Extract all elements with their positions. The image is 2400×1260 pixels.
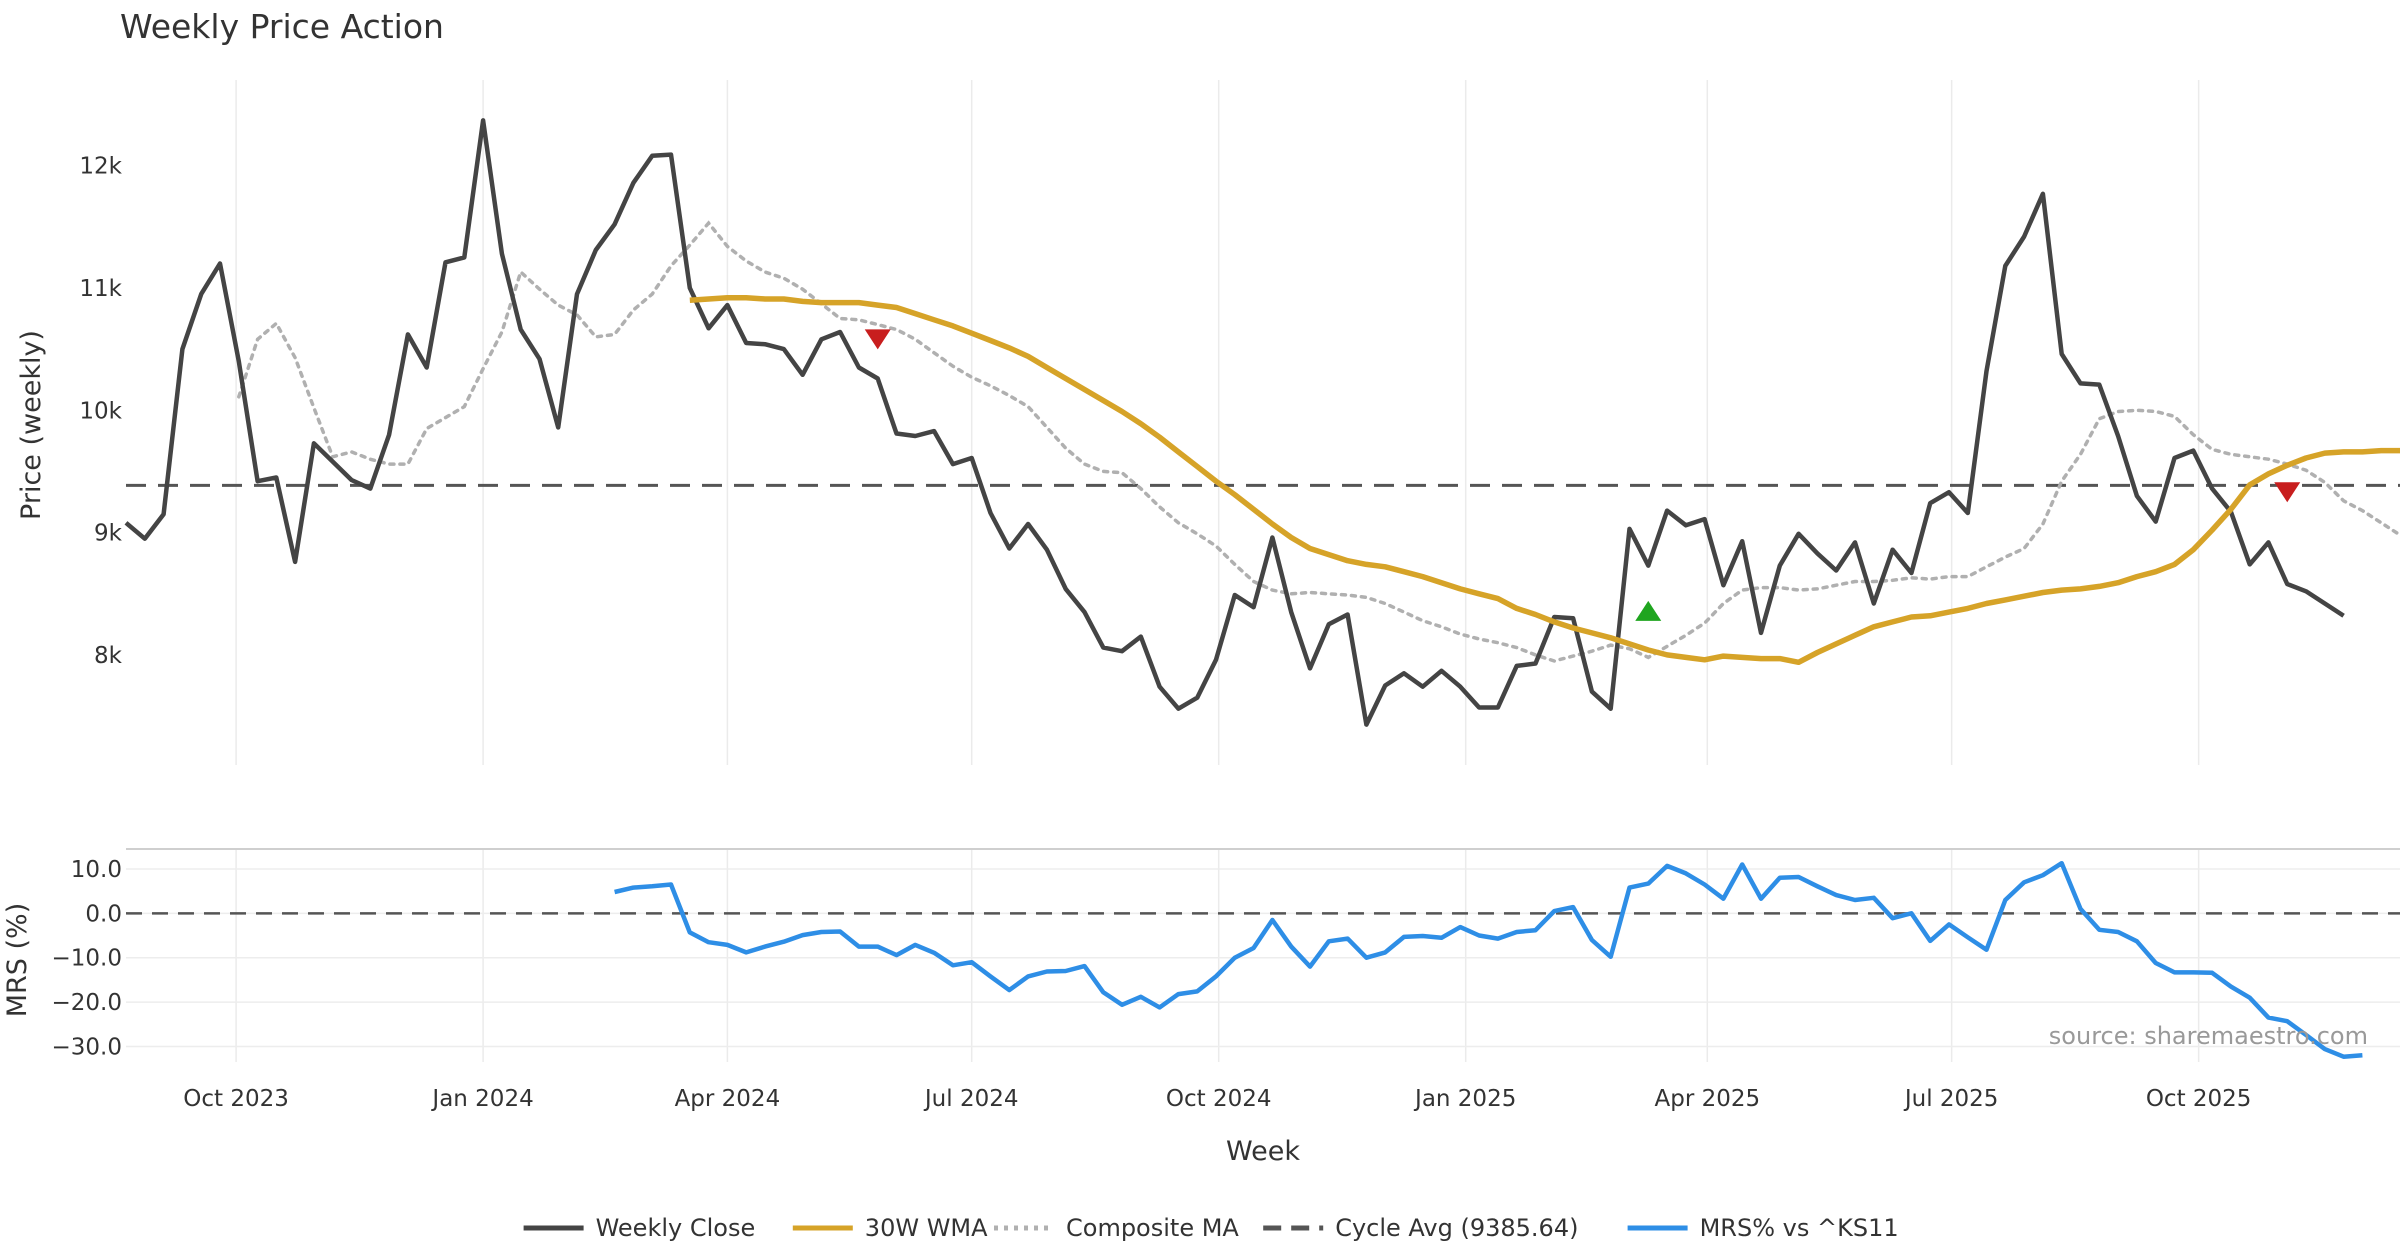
mrs-y-axis-label: MRS (%) xyxy=(2,903,33,1018)
x-tick-label: Jul 2024 xyxy=(923,1086,1019,1112)
price-y-tick-label: 8k xyxy=(94,643,123,669)
chart-title: Weekly Price Action xyxy=(120,7,444,46)
x-tick-label: Apr 2024 xyxy=(675,1086,781,1112)
mrs-y-tick-label: 0.0 xyxy=(85,901,122,927)
x-tick-label: Jan 2024 xyxy=(430,1086,533,1112)
buy-signal-marker xyxy=(1635,600,1662,621)
legend-label: Cycle Avg (9385.64) xyxy=(1335,1214,1578,1242)
mrs-y-tick-label: −30.0 xyxy=(52,1034,122,1060)
price-y-tick-label: 11k xyxy=(79,276,122,302)
price-y-tick-label: 12k xyxy=(79,154,122,180)
x-axis-ticks: Oct 2023 Jan 2024 Apr 2024 Jul 2024 Oct 2024… xyxy=(183,1086,2251,1112)
mrs-line xyxy=(614,860,2363,1059)
price-y-ticks: 8k 9k 10k 11k 12k xyxy=(79,154,122,669)
wma30-line xyxy=(689,294,2400,666)
x-tick-label: Oct 2023 xyxy=(183,1086,289,1112)
x-tick-label: Apr 2025 xyxy=(1655,1086,1761,1112)
price-y-tick-label: 9k xyxy=(94,521,123,547)
mrs-y-tick-label: −10.0 xyxy=(52,946,122,972)
legend-label: 30W WMA xyxy=(865,1214,988,1242)
price-series xyxy=(124,118,2400,727)
x-tick-label: Oct 2024 xyxy=(1166,1086,1272,1112)
x-tick-label: Oct 2025 xyxy=(2146,1086,2252,1112)
price-panel-grid xyxy=(235,80,2200,765)
legend: Weekly Close 30W WMA Composite MA Cycle Avg… xyxy=(523,1214,1899,1242)
composite-ma-line xyxy=(237,220,2400,663)
mrs-y-ticks: 10.0 0.0 −10.0 −20.0 −30.0 xyxy=(52,857,122,1061)
weekly-close-line xyxy=(124,118,2345,727)
mrs-y-tick-label: −20.0 xyxy=(52,990,122,1016)
mrs-y-tick-label: 10.0 xyxy=(71,857,122,883)
sell-signal-marker xyxy=(864,329,891,350)
signal-markers xyxy=(864,329,2301,621)
legend-label: Composite MA xyxy=(1066,1214,1239,1242)
source-note: source: sharemaestro.com xyxy=(2049,1022,2368,1050)
mrs-panel-grid xyxy=(126,849,2400,1062)
legend-label: MRS% vs ^KS11 xyxy=(1700,1214,1899,1242)
price-y-tick-label: 10k xyxy=(79,398,122,424)
legend-label: Weekly Close xyxy=(596,1214,756,1242)
mrs-series xyxy=(126,860,2400,1059)
x-tick-label: Jul 2025 xyxy=(1903,1086,1999,1112)
price-y-axis-label: Price (weekly) xyxy=(16,330,47,520)
x-tick-label: Jan 2025 xyxy=(1413,1086,1516,1112)
x-axis-label: Week xyxy=(1226,1136,1300,1167)
sell-signal-marker xyxy=(2274,482,2301,503)
